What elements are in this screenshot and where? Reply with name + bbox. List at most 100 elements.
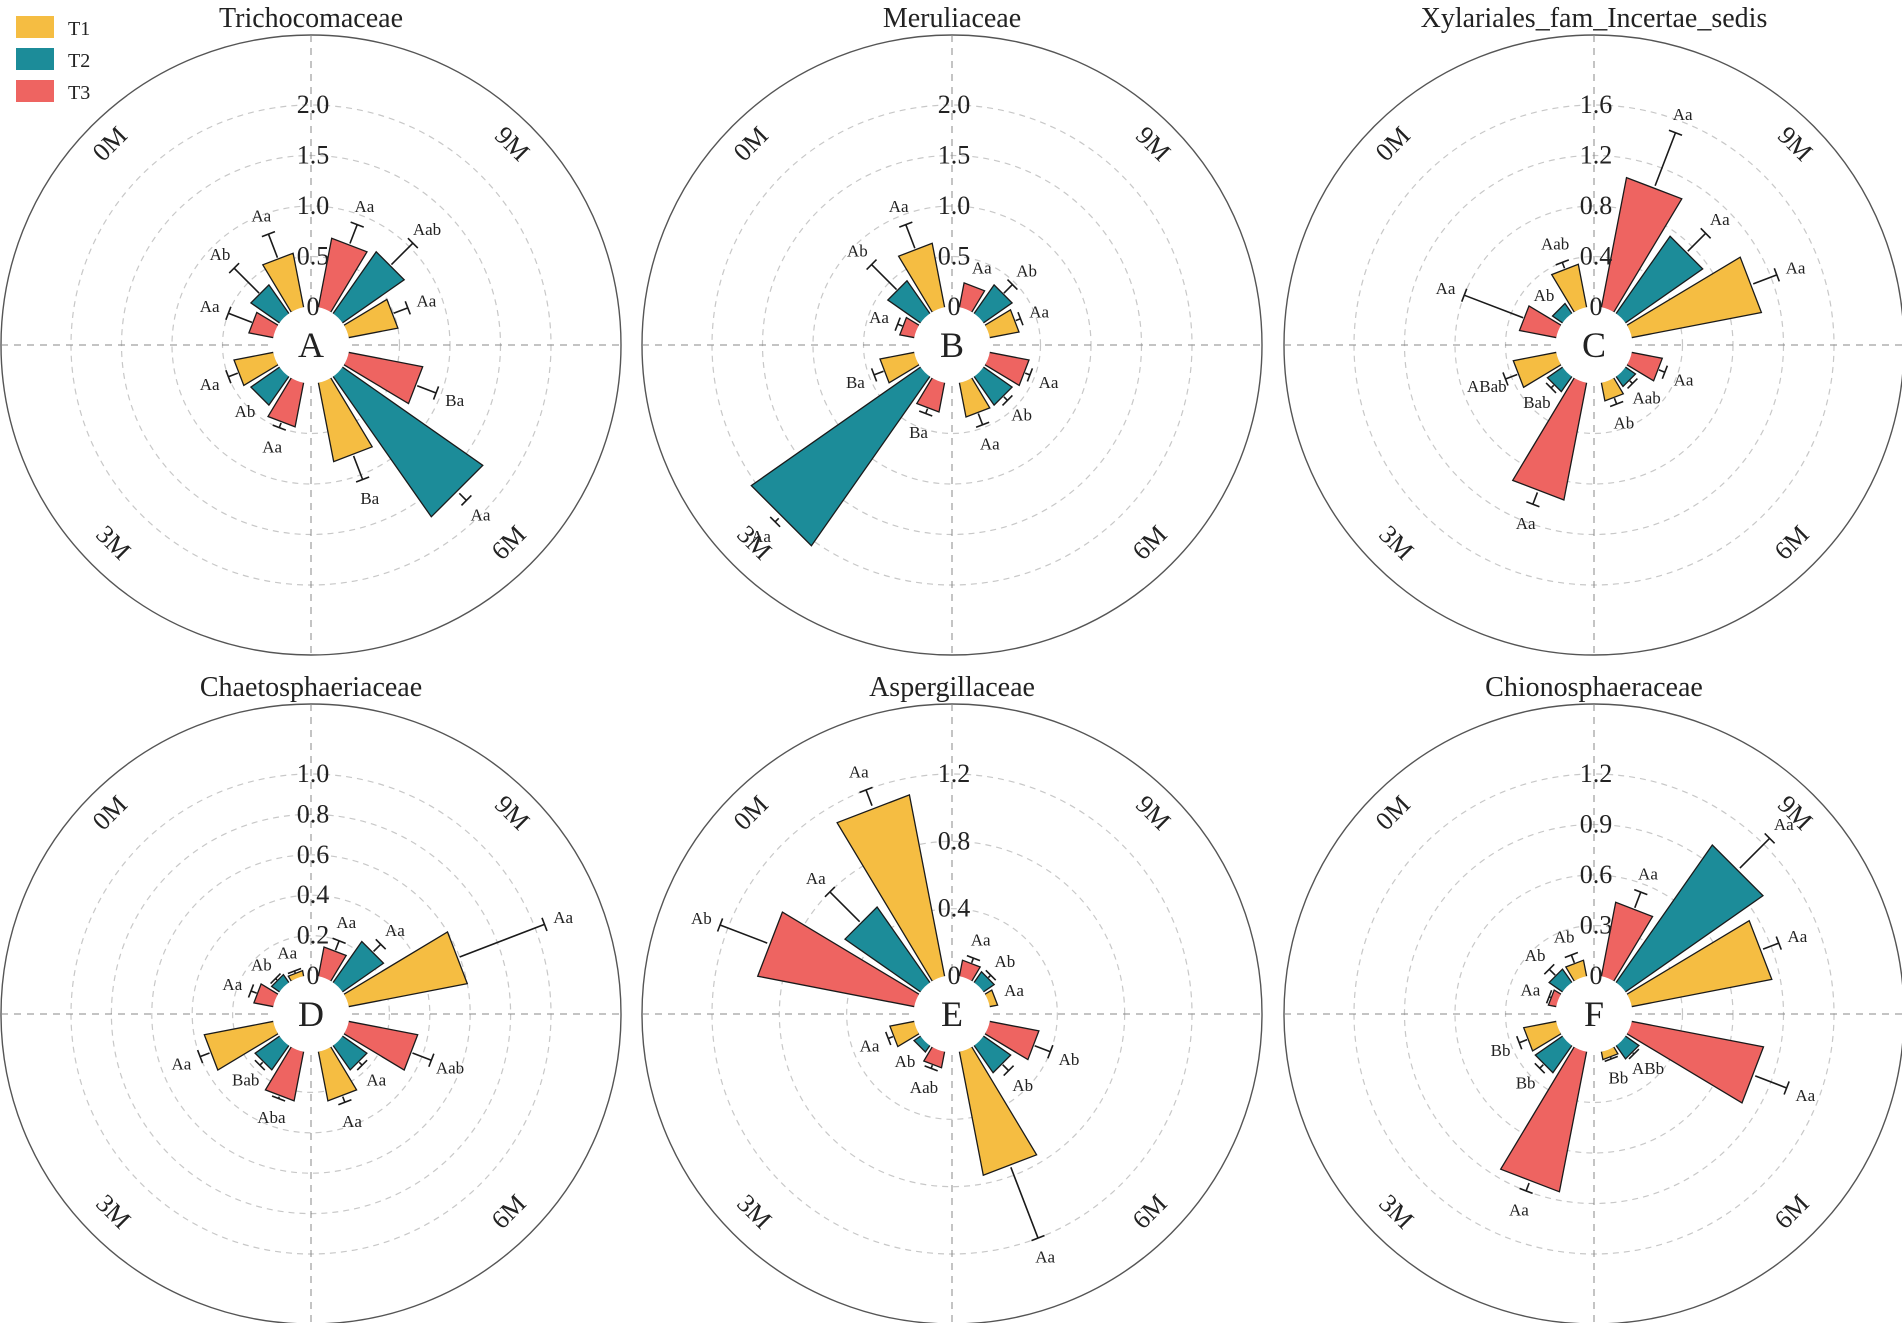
error-cap — [270, 973, 282, 985]
significance-label: Aa — [1710, 210, 1730, 229]
error-cap — [228, 262, 240, 274]
error-bar — [1532, 492, 1539, 505]
error-bar — [905, 224, 916, 249]
radial-tick-label: 1.6 — [1580, 90, 1613, 119]
error-cap — [1775, 936, 1783, 950]
radial-tick-label: 0 — [1590, 292, 1603, 321]
radial-tick-label: 1.5 — [297, 141, 330, 170]
panels: Trichocomaceae Aa Ab Aa Aa Aab Aa Ba Aa Ba Aa Ab Aa A… — [0, 3, 1902, 1323]
error-cap — [1001, 394, 1013, 406]
error-bar — [873, 370, 884, 376]
error-cap — [356, 1059, 368, 1071]
error-cap — [432, 386, 440, 400]
error-bar — [970, 957, 975, 964]
error-bar — [1525, 1182, 1530, 1192]
error-cap — [975, 421, 990, 429]
legend-swatch-T3 — [16, 80, 54, 102]
error-bar — [459, 923, 545, 958]
error-cap — [1026, 368, 1034, 382]
error-cap — [1668, 129, 1683, 136]
legend-label-T2: T2 — [68, 50, 90, 72]
significance-label: Aa — [806, 869, 826, 888]
radial-tick-label: 1.0 — [297, 759, 330, 788]
error-cap — [866, 259, 878, 271]
month-label-6M: 6M — [1127, 1189, 1173, 1235]
month-label-6M: 6M — [1769, 520, 1815, 566]
significance-label: Aa — [366, 1070, 386, 1089]
error-bar — [865, 789, 873, 806]
panel-letter: E — [941, 994, 963, 1034]
error-bar — [233, 267, 260, 294]
significance-label: Ab — [210, 245, 231, 264]
error-cap — [1633, 888, 1648, 896]
month-label-0M: 0M — [728, 121, 774, 167]
significance-label: Aa — [471, 506, 491, 525]
radial-tick-label: 1.2 — [1580, 141, 1613, 170]
error-cap — [541, 917, 548, 932]
radial-tick-label: 1.2 — [938, 759, 971, 788]
error-cap — [1006, 279, 1018, 291]
panel-letter: D — [298, 994, 324, 1034]
panel-B: Meruliaceae Aa Ab Aa Aa Ab Aa Aa Ab Aa Ba Aa Ba B 0 0.5… — [641, 3, 1263, 656]
panel-letter: C — [1582, 325, 1606, 365]
significance-label: Aa — [1774, 815, 1794, 834]
error-cap — [404, 301, 412, 315]
significance-label: Ab — [1534, 286, 1555, 305]
month-label-9M: 9M — [1130, 790, 1176, 836]
error-bar — [1518, 1038, 1528, 1044]
radial-tick-label: 0.4 — [1580, 242, 1613, 271]
panel-letter: B — [940, 325, 964, 365]
error-cap — [1609, 400, 1624, 408]
significance-label: Aa — [251, 206, 271, 225]
error-cap — [884, 1031, 892, 1046]
radial-tick-label: 0.5 — [297, 242, 330, 271]
error-bar — [897, 323, 903, 327]
error-cap — [350, 221, 365, 228]
significance-label: Bb — [1491, 1041, 1511, 1060]
error-bar — [719, 924, 768, 944]
error-cap — [859, 786, 873, 794]
error-cap — [247, 984, 255, 998]
grid-ring — [232, 934, 391, 1093]
error-cap — [196, 1049, 204, 1064]
significance-label: Aa — [869, 308, 889, 327]
error-cap — [1628, 1048, 1640, 1060]
significance-label: Ab — [1554, 927, 1575, 946]
panel-C: Xylariales_fam_Incertae_sedis Aa Ab Aab Aa Aa… — [1283, 3, 1902, 656]
significance-label: Aa — [553, 908, 573, 927]
error-bar — [393, 307, 409, 315]
radial-tick-label: 0.6 — [297, 840, 330, 869]
error-cap — [428, 1053, 435, 1068]
error-cap — [460, 494, 472, 506]
panel-title: Xylariales_fam_Incertae_sedis — [1421, 3, 1768, 34]
error-bar — [1010, 1167, 1039, 1239]
panel-letter: F — [1584, 994, 1604, 1034]
error-bar — [1739, 837, 1771, 869]
significance-label: Aa — [354, 197, 374, 216]
month-label-9M: 9M — [1772, 121, 1818, 167]
significance-label: Aba — [257, 1108, 286, 1127]
error-bar — [1548, 968, 1556, 976]
radial-tick-label: 0.4 — [938, 894, 971, 923]
error-cap — [1534, 1062, 1546, 1074]
radial-tick-label: 2.0 — [297, 90, 330, 119]
significance-label: Ab — [235, 402, 256, 421]
significance-label: Aa — [200, 375, 220, 394]
error-bar — [1561, 262, 1566, 269]
significance-label: Ab — [1016, 261, 1037, 280]
center-hole — [272, 306, 350, 384]
error-bar — [1752, 274, 1778, 285]
error-cap — [355, 476, 370, 483]
significance-label: Aa — [1039, 373, 1059, 392]
panel-title: Aspergillaceae — [869, 672, 1035, 703]
significance-label: Bab — [1523, 393, 1550, 412]
radial-tick-label: 0.3 — [1580, 911, 1613, 940]
radial-tick-label: 0.8 — [297, 799, 330, 828]
error-cap — [1031, 1234, 1045, 1242]
significance-label: Aa — [751, 527, 771, 546]
significance-label: Aa — [1029, 303, 1049, 322]
significance-label: Ba — [360, 489, 379, 508]
panel-letter: A — [298, 325, 324, 365]
error-cap — [1700, 227, 1712, 239]
